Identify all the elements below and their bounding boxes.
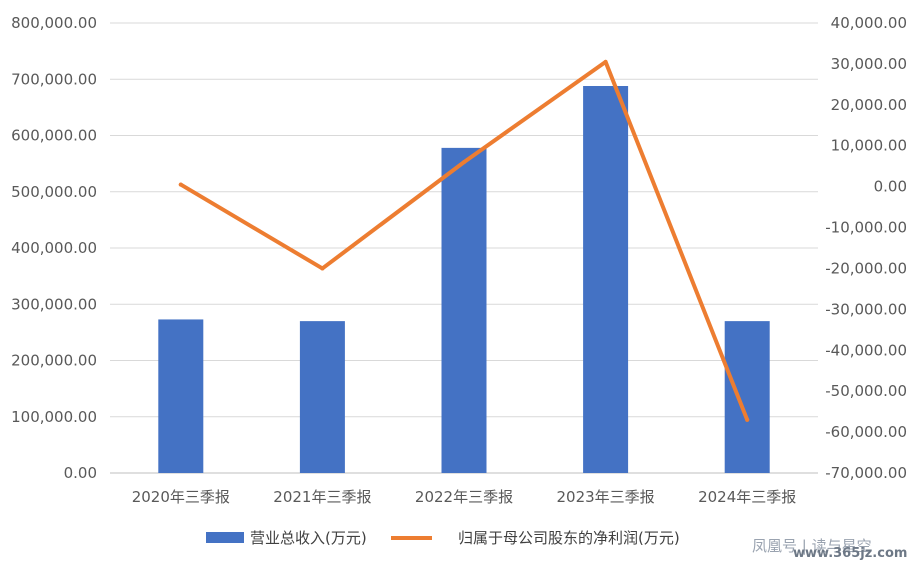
left-tick-label: 800,000.00 xyxy=(11,14,97,32)
x-tick-label: 2022年三季报 xyxy=(415,488,513,506)
watermark-text: 凤凰号 | 读与星空 xyxy=(752,537,872,555)
right-tick-label: 20,000.00 xyxy=(831,96,907,114)
left-tick-label: 400,000.00 xyxy=(11,239,97,257)
right-tick-label: -40,000.00 xyxy=(825,341,907,359)
right-axis-ticks: 40,000.00 30,000.00 20,000.00 10,000.00 0.00… xyxy=(825,14,907,482)
left-tick-label: 100,000.00 xyxy=(11,408,97,426)
right-tick-label: -60,000.00 xyxy=(825,423,907,441)
right-tick-label: -30,000.00 xyxy=(825,300,907,318)
watermark-url: www.365jz.com xyxy=(793,546,907,561)
x-tick-label: 2024年三季报 xyxy=(698,488,796,506)
right-tick-label: 0.00 xyxy=(874,178,907,196)
revenue-bars xyxy=(158,86,770,473)
right-tick-label: 10,000.00 xyxy=(831,137,907,155)
left-axis-ticks: 800,000.00 700,000.00 600,000.00 500,000.00… xyxy=(11,14,97,482)
net-profit-line xyxy=(178,59,750,422)
revenue-bar xyxy=(441,147,487,473)
legend-swatch-revenue xyxy=(206,532,244,543)
x-tick-label: 2020年三季报 xyxy=(132,488,230,506)
left-tick-label: 0.00 xyxy=(64,464,97,482)
left-tick-label: 500,000.00 xyxy=(11,183,97,201)
revenue-bar xyxy=(583,86,629,473)
right-tick-label: -10,000.00 xyxy=(825,219,907,237)
net-profit-point xyxy=(178,182,183,187)
right-tick-label: -20,000.00 xyxy=(825,259,907,277)
right-tick-label: -70,000.00 xyxy=(825,464,907,482)
right-tick-label: 30,000.00 xyxy=(831,55,907,73)
net-profit-point xyxy=(745,417,750,422)
revenue-bar xyxy=(724,321,770,473)
revenue-bar xyxy=(158,319,204,473)
x-axis-ticks: 2020年三季报 2021年三季报 2022年三季报 2023年三季报 2024年三季报 xyxy=(132,488,797,506)
x-tick-label: 2023年三季报 xyxy=(557,488,655,506)
legend: 营业总收入(万元) 归属于母公司股东的净利润(万元) xyxy=(206,529,680,547)
watermark: 凤凰号 | 读与星空 www.365jz.com xyxy=(752,537,907,561)
net-profit-point xyxy=(320,266,325,271)
left-tick-label: 300,000.00 xyxy=(11,295,97,313)
legend-label-revenue: 营业总收入(万元) xyxy=(250,529,367,547)
left-tick-label: 700,000.00 xyxy=(11,70,97,88)
legend-label-profit: 归属于母公司股东的净利润(万元) xyxy=(458,529,680,547)
left-tick-label: 600,000.00 xyxy=(11,127,97,145)
revenue-bar xyxy=(299,321,345,473)
left-tick-label: 200,000.00 xyxy=(11,352,97,370)
right-tick-label: 40,000.00 xyxy=(831,14,907,32)
x-tick-label: 2021年三季报 xyxy=(273,488,371,506)
right-tick-label: -50,000.00 xyxy=(825,382,907,400)
net-profit-point xyxy=(603,59,608,64)
net-profit-point xyxy=(462,160,466,165)
